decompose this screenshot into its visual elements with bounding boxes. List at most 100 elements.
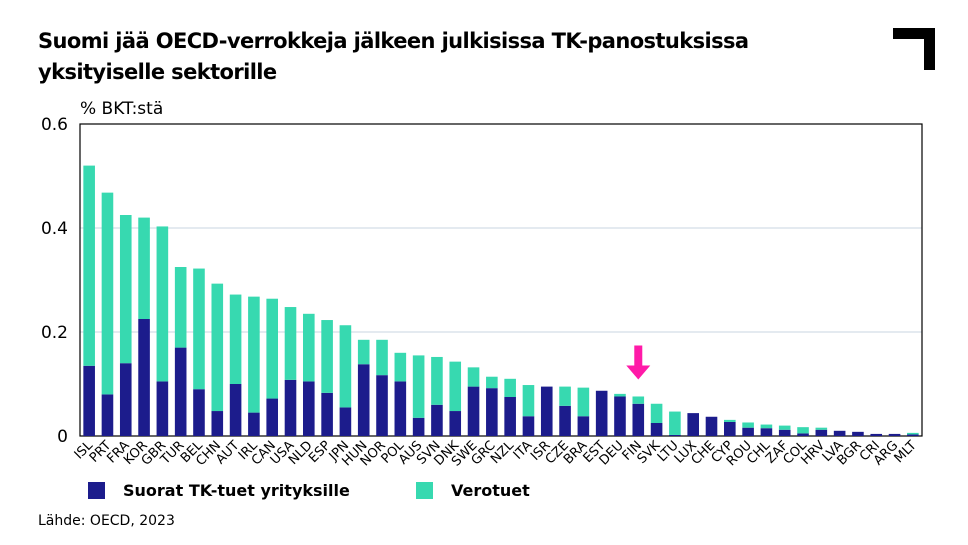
bar-direct-bel <box>193 389 205 436</box>
bar-direct-dnk <box>449 411 462 436</box>
bar-direct-col <box>797 433 809 436</box>
bar-direct-nzl <box>504 397 516 436</box>
bar-tax-nor <box>376 339 388 376</box>
y-tick-label: 0 <box>57 427 68 447</box>
bar-direct-swe <box>467 386 480 436</box>
bar-tax-ltu <box>669 411 681 435</box>
bar-tax-irl <box>248 296 260 413</box>
bar-direct-hrv <box>815 429 828 436</box>
bar-tax-svk <box>650 403 663 423</box>
bar-direct-pol <box>394 381 407 436</box>
bar-direct-chl <box>760 428 773 436</box>
bar-direct-jpn <box>339 407 352 436</box>
bar-tax-col <box>797 427 809 434</box>
y-tick-label: 0.4 <box>41 219 68 239</box>
legend-item-direct: Suorat TK-tuet yrityksille <box>88 481 350 500</box>
bar-tax-ita <box>522 385 535 417</box>
bar-tax-bra <box>577 387 590 417</box>
bar-direct-chn <box>211 411 224 436</box>
bar-direct-can <box>266 398 278 436</box>
source-note: Lähde: OECD, 2023 <box>38 513 175 529</box>
bar-tax-prt <box>101 192 114 395</box>
bar-tax-fin <box>632 396 645 404</box>
bar-direct-bgr <box>852 431 864 436</box>
bar-direct-che <box>705 416 718 436</box>
legend-label-tax: Verotuet <box>451 481 530 500</box>
bar-direct-lva <box>833 430 846 436</box>
bar-tax-jpn <box>339 325 352 408</box>
bar-direct-lux <box>687 413 699 436</box>
bar-tax-rou <box>742 422 754 428</box>
arrow-down-icon <box>626 345 651 380</box>
y-axis-unit-label: % BKT:stä <box>80 99 164 119</box>
bar-direct-hun <box>357 364 370 436</box>
bar-direct-zaf <box>778 429 791 436</box>
legend-swatch-direct <box>88 482 105 499</box>
bar-direct-ltu <box>669 434 681 436</box>
bar-direct-irl <box>248 412 260 436</box>
bar-direct-arg <box>888 433 901 436</box>
bar-direct-prt <box>101 394 114 436</box>
bar-tax-aus <box>412 355 425 418</box>
bar-tax-esp <box>321 320 333 393</box>
legend-swatch-tax <box>416 482 433 499</box>
bar-direct-isl <box>83 365 95 436</box>
bar-direct-rou <box>742 427 754 436</box>
bar-direct-bra <box>577 416 590 436</box>
stacked-bar-chart: 00.20.40.6ISLPRTFRAKORGBRTURBELCHNAUTIRL… <box>41 115 923 470</box>
bar-tax-nld <box>303 313 315 382</box>
bar-tax-mlt <box>907 432 919 435</box>
bar-tax-deu <box>614 393 626 397</box>
bar-tax-fra <box>119 215 132 364</box>
corner-bracket-logo <box>893 28 935 70</box>
bar-tax-usa <box>284 307 297 380</box>
bar-tax-hun <box>357 339 370 365</box>
bar-direct-mlt <box>907 434 919 436</box>
bar-tax-pol <box>394 352 407 382</box>
bar-direct-fra <box>119 363 132 436</box>
bar-direct-aus <box>412 417 425 436</box>
bar-direct-isr <box>540 386 553 436</box>
bar-direct-esp <box>321 392 333 436</box>
bar-direct-gbr <box>156 381 169 436</box>
bar-tax-chl <box>760 424 773 429</box>
bar-direct-kor <box>138 319 150 436</box>
bar-direct-cyp <box>724 421 736 436</box>
bar-direct-cze <box>559 405 571 436</box>
bar-tax-svn <box>431 356 443 405</box>
x-tick-label: MLT <box>892 438 920 466</box>
plot-frame <box>79 123 923 437</box>
bar-direct-tur <box>174 347 187 436</box>
bar-tax-tur <box>174 267 187 348</box>
bar-direct-usa <box>284 379 297 436</box>
bar-direct-deu <box>614 396 626 436</box>
bar-direct-svn <box>431 404 443 436</box>
bar-direct-nld <box>303 381 315 436</box>
bar-tax-cze <box>559 386 571 406</box>
bar-direct-grc <box>486 388 498 436</box>
bar-tax-nzl <box>504 378 516 397</box>
y-tick-label: 0.2 <box>41 323 68 343</box>
bar-tax-bel <box>193 268 205 390</box>
bar-tax-isl <box>83 165 95 366</box>
bar-tax-chn <box>211 283 224 412</box>
bar-tax-hrv <box>815 427 828 430</box>
bar-tax-grc <box>486 376 498 389</box>
bar-direct-nor <box>376 375 388 436</box>
bar-tax-zaf <box>778 425 791 430</box>
bar-tax-gbr <box>156 226 169 382</box>
arrow-down-icon-shape <box>626 345 651 380</box>
bar-tax-dnk <box>449 361 462 412</box>
bar-tax-can <box>266 298 278 399</box>
bar-direct-fin <box>632 403 645 436</box>
chart-title: Suomi jää OECD-verrokkeja jälkeen julkis… <box>38 29 749 84</box>
bar-tax-aut <box>229 294 242 384</box>
bar-direct-svk <box>650 423 663 436</box>
y-tick-label: 0.6 <box>41 115 68 135</box>
legend-item-tax: Verotuet <box>416 481 530 500</box>
bar-direct-est <box>595 390 608 436</box>
legend-label-direct: Suorat TK-tuet yrityksille <box>123 481 350 500</box>
bar-tax-cyp <box>724 419 736 422</box>
bar-direct-aut <box>229 384 242 436</box>
bar-direct-cri <box>870 433 883 436</box>
